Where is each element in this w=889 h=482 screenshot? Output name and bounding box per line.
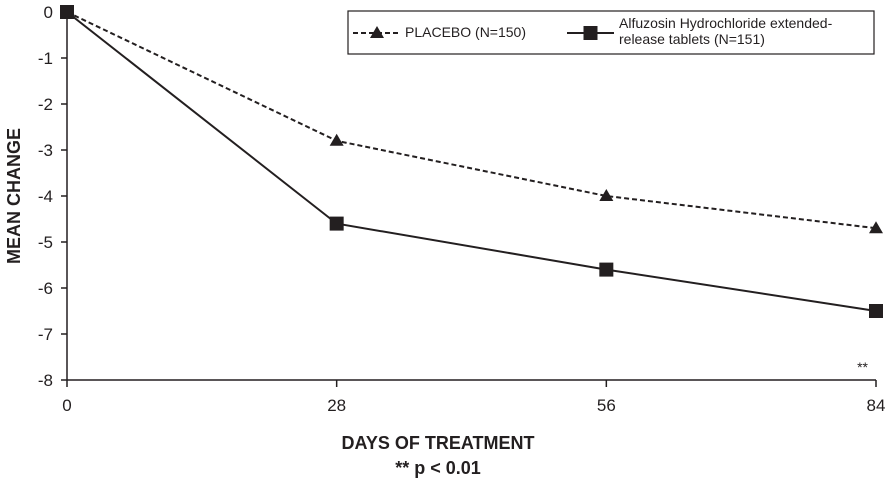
legend: PLACEBO (N=150) Alfuzosin Hydrochloride e… bbox=[347, 10, 875, 55]
series-line bbox=[66, 11, 877, 312]
series-alfuzosin bbox=[60, 5, 883, 318]
tick-group: 0 -1 -2 -3 -4 -5 -6 -7 -8 0 28 56 84 bbox=[38, 3, 886, 415]
data-point-marker bbox=[599, 189, 614, 201]
data-point-marker bbox=[329, 133, 344, 146]
data-point-marker bbox=[869, 221, 883, 234]
x-axis-title: DAYS OF TREATMENT bbox=[341, 433, 534, 453]
axes bbox=[66, 12, 876, 381]
series-group bbox=[60, 5, 883, 318]
data-point-marker bbox=[599, 262, 614, 277]
significance-marker: ** bbox=[857, 359, 868, 375]
y-tick-label: -8 bbox=[38, 371, 53, 390]
legend-label: PLACEBO (N=150) bbox=[405, 24, 526, 40]
legend-label: Alfuzosin Hydrochloride extended- bbox=[619, 15, 833, 31]
y-tick-label: 0 bbox=[44, 3, 53, 22]
y-tick-label: -3 bbox=[38, 141, 53, 160]
x-tick-label: 84 bbox=[867, 396, 886, 415]
data-point-marker bbox=[60, 5, 74, 19]
x-tick-label: 56 bbox=[597, 396, 616, 415]
data-point-marker bbox=[329, 216, 344, 231]
y-tick-label: -7 bbox=[38, 325, 53, 344]
data-point-marker bbox=[869, 304, 883, 318]
y-tick-label: -4 bbox=[38, 187, 53, 206]
legend-item-alfuzosin: Alfuzosin Hydrochloride extended-release… bbox=[567, 15, 833, 47]
legend-item-placebo: PLACEBO (N=150) bbox=[353, 24, 526, 40]
x-tick-label: 28 bbox=[327, 396, 346, 415]
series-line bbox=[66, 11, 877, 230]
y-tick-label: -1 bbox=[38, 49, 53, 68]
y-tick-label: -2 bbox=[38, 95, 53, 114]
x-tick-label: 0 bbox=[62, 396, 71, 415]
annotation-group: ** bbox=[857, 359, 868, 375]
legend-marker bbox=[583, 26, 598, 40]
y-axis-title: MEAN CHANGE bbox=[4, 128, 24, 264]
legend-label: release tablets (N=151) bbox=[619, 31, 765, 47]
legend-marker bbox=[370, 26, 384, 38]
y-tick-label: -6 bbox=[38, 279, 53, 298]
y-tick-label: -5 bbox=[38, 233, 53, 252]
footnote-p-value: ** p < 0.01 bbox=[395, 458, 481, 478]
